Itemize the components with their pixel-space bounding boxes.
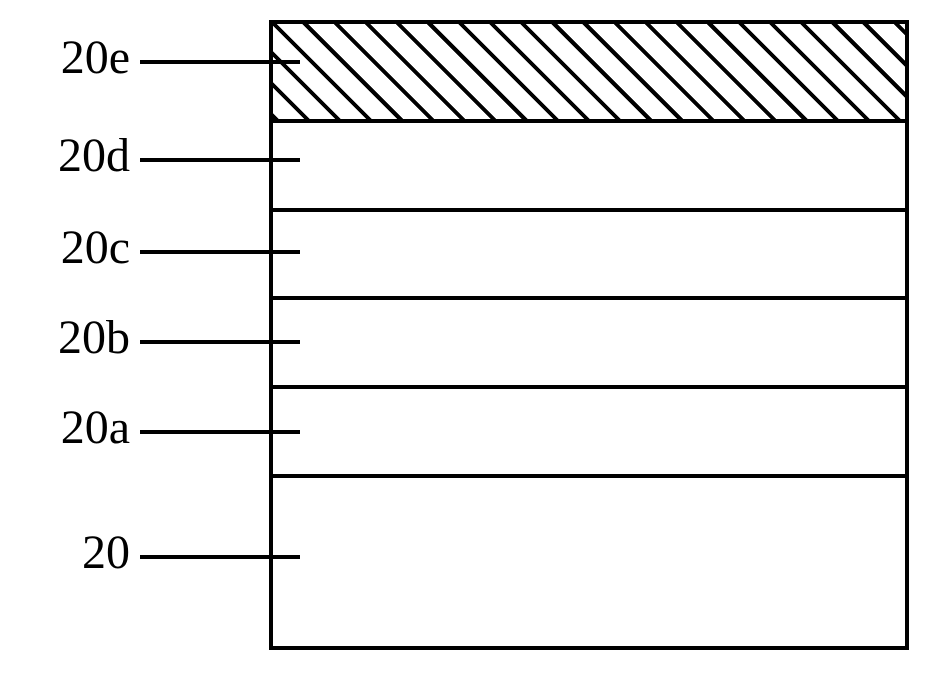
label-20d: 20d [58,128,130,183]
label-20: 20 [82,525,130,580]
layer-20c [273,208,905,297]
leader-20 [140,555,300,559]
label-20a: 20a [61,400,130,455]
layer-20 [273,474,905,646]
layer-20a [273,385,905,474]
layer-20d [273,119,905,208]
leader-20e [140,60,300,64]
leader-20a [140,430,300,434]
leader-20c [140,250,300,254]
leader-20b [140,340,300,344]
label-20c: 20c [61,220,130,275]
layer-20e [273,24,905,119]
diagram-container: { "diagram": { "type": "layer-stack-cros… [0,0,934,680]
leader-20d [140,158,300,162]
layer-stack [269,20,909,650]
label-20b: 20b [58,310,130,365]
label-20e: 20e [61,30,130,85]
layer-20b [273,296,905,385]
